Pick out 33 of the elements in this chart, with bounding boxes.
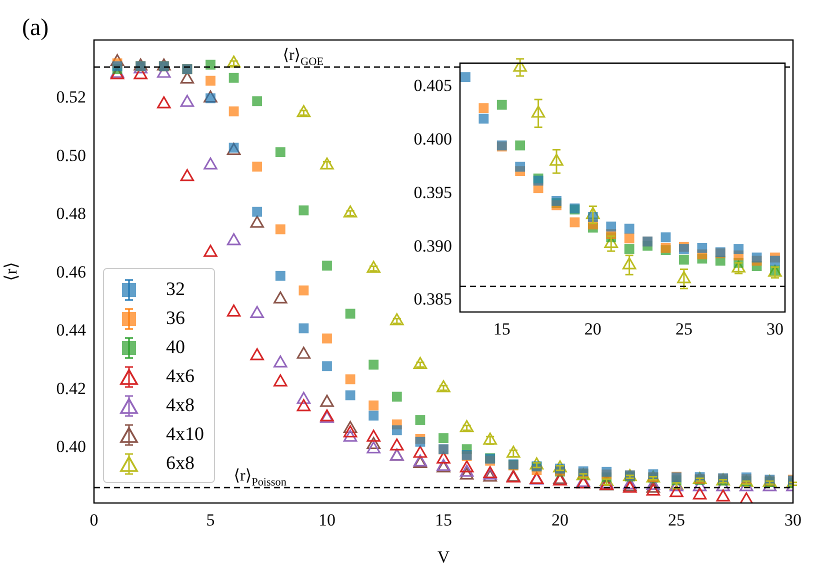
y-tick-label: 0.50 — [56, 146, 86, 165]
x-tick-label: 15 — [493, 320, 510, 339]
legend-label: 4x10 — [166, 424, 204, 446]
y-tick-label: 0.385 — [414, 290, 452, 309]
x-tick-label: 25 — [675, 320, 692, 339]
y-tick-label: 0.42 — [56, 378, 86, 398]
legend-label: 4x8 — [166, 394, 194, 416]
x-tick-label: 30 — [784, 510, 802, 530]
legend-label: 6x8 — [166, 452, 194, 474]
y-tick-label: 0.46 — [56, 262, 86, 282]
x-tick-label: 30 — [766, 320, 784, 339]
y-tick-label: 0.400 — [414, 130, 452, 149]
y-tick-label: 0.52 — [56, 88, 86, 107]
y-tick-label: 0.395 — [414, 182, 452, 202]
y-tick-label: 0.405 — [414, 76, 452, 96]
x-tick-label: 25 — [668, 510, 685, 530]
y-axis-title: ⟨r⟩ — [2, 262, 21, 281]
x-axis-title: V — [437, 547, 450, 566]
y-tick-label: 0.48 — [56, 204, 86, 224]
y-tick-label: 0.390 — [414, 236, 452, 256]
x-tick-label: 5 — [206, 510, 215, 530]
legend-label: 32 — [166, 278, 185, 300]
chart-title: (a) — [22, 15, 49, 41]
x-tick-label: 15 — [435, 510, 452, 530]
y-tick-label: 0.44 — [56, 320, 86, 340]
x-tick-label: 0 — [90, 510, 98, 530]
legend-label: 36 — [166, 308, 185, 330]
y-tick-label: 0.40 — [56, 437, 86, 456]
x-tick-label: 20 — [552, 510, 568, 530]
legend-label: 4x6 — [166, 366, 194, 388]
legend-label: 40 — [166, 336, 185, 358]
x-tick-label: 10 — [318, 510, 336, 530]
x-tick-label: 20 — [584, 320, 602, 339]
